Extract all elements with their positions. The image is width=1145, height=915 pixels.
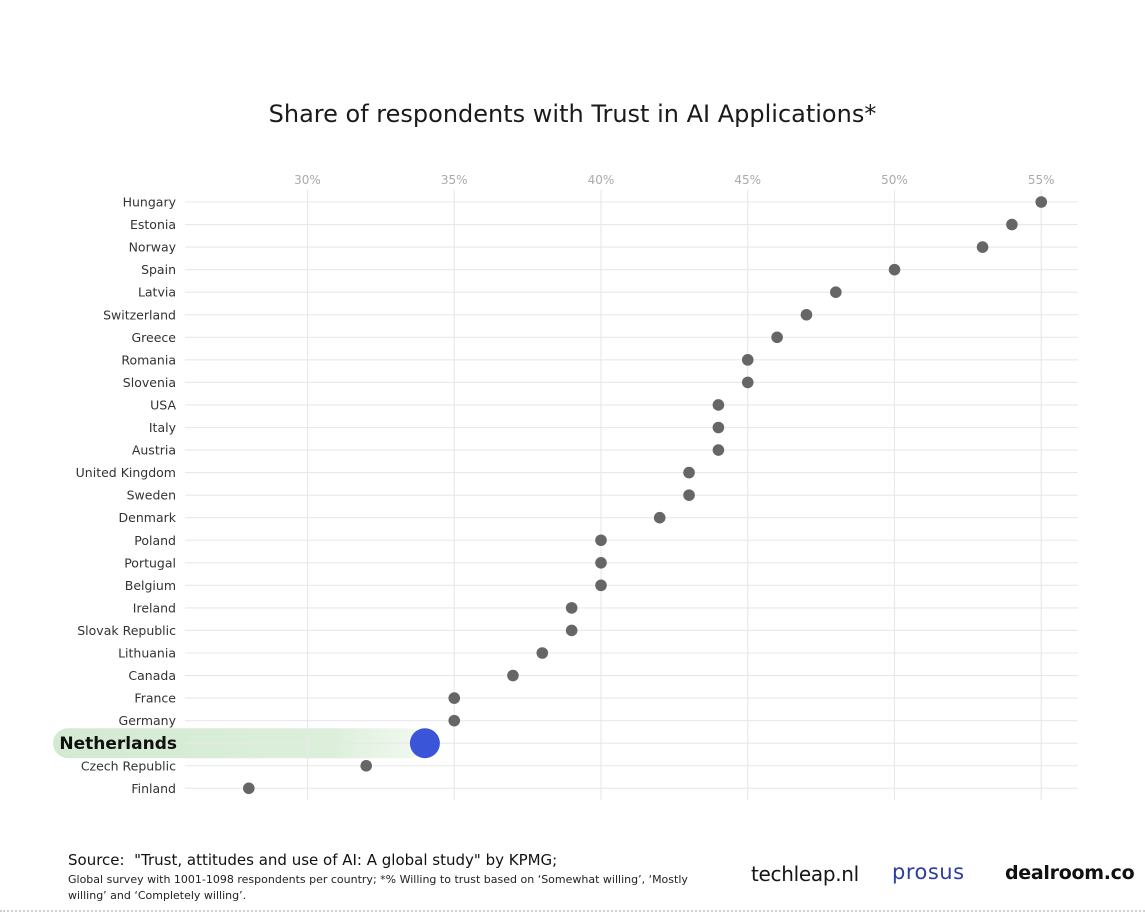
data-point xyxy=(712,421,725,434)
x-tick-label: 40% xyxy=(588,173,615,187)
data-point xyxy=(653,511,666,524)
y-category-label: Lithuania xyxy=(118,646,176,661)
data-point xyxy=(683,466,695,479)
prosus-logo: prosus xyxy=(892,860,965,884)
y-category-label: Ireland xyxy=(133,600,176,615)
data-point xyxy=(712,444,725,456)
data-point xyxy=(595,557,607,569)
chart-title: Share of respondents with Trust in AI Ap… xyxy=(268,100,877,128)
y-category-label: France xyxy=(134,691,176,706)
data-point xyxy=(888,263,901,276)
data-point xyxy=(1006,218,1018,231)
x-tick-label: 50% xyxy=(881,173,908,187)
bottom-border xyxy=(0,910,1145,912)
y-category-label: USA xyxy=(150,397,176,412)
data-point xyxy=(448,692,461,704)
techleap-logo: techleap.nl xyxy=(751,862,859,886)
data-point xyxy=(595,534,607,547)
y-category-label: Belgium xyxy=(125,578,176,593)
data-point xyxy=(830,286,842,299)
footer-note: Global survey with 1001-1098 respondents… xyxy=(68,873,688,902)
data-point xyxy=(595,579,607,592)
y-category-label: Czech Republic xyxy=(81,758,176,773)
y-category-label: Canada xyxy=(128,668,176,683)
y-category-label: Estonia xyxy=(130,217,176,232)
y-category-label: Austria xyxy=(132,443,176,458)
y-category-label: Hungary xyxy=(123,195,177,210)
y-category-label: Netherlands xyxy=(59,734,177,754)
y-category-label: Slovenia xyxy=(123,375,176,390)
y-category-label: Finland xyxy=(131,781,176,796)
y-category-label: Norway xyxy=(129,240,177,255)
data-point xyxy=(683,489,695,501)
y-category-label: United Kingdom xyxy=(76,465,176,480)
y-category-label: Slovak Republic xyxy=(77,623,176,638)
x-tick-label: 45% xyxy=(734,173,761,187)
y-category-label: Poland xyxy=(134,533,176,548)
data-point xyxy=(565,602,578,614)
y-category-label: Denmark xyxy=(119,510,177,525)
y-category-label: Spain xyxy=(141,262,176,277)
footer-source: Source: "Trust, attitudes and use of AI:… xyxy=(68,851,558,869)
data-point xyxy=(565,624,578,637)
data-point xyxy=(243,782,255,795)
y-category-label: Germany xyxy=(119,713,177,728)
y-category-label: Portugal xyxy=(124,555,176,570)
dealroom-logo: dealroom.co xyxy=(1005,862,1135,884)
data-point xyxy=(771,331,783,344)
y-category-label: Switzerland xyxy=(103,307,176,322)
y-category-label: Romania xyxy=(121,352,176,367)
data-point xyxy=(976,241,989,253)
x-tick-label: 35% xyxy=(441,173,468,187)
data-point xyxy=(712,399,725,411)
y-category-label: Italy xyxy=(149,420,177,435)
data-point xyxy=(507,669,519,682)
data-point xyxy=(536,647,549,659)
y-category-label: Sweden xyxy=(127,488,176,503)
data-point xyxy=(741,354,754,366)
data-point xyxy=(1035,196,1048,208)
y-category-label: Greece xyxy=(132,330,177,345)
dot-plot: 30% 35% 40% 45% 50% 55% Hungary Estonia Norway S… xyxy=(53,173,1078,800)
data-point-highlight xyxy=(409,728,440,759)
data-point xyxy=(448,714,461,727)
data-point xyxy=(741,376,754,389)
y-category-label: Latvia xyxy=(138,285,176,300)
data-point xyxy=(360,759,373,772)
data-point xyxy=(800,308,813,321)
x-tick-label: 55% xyxy=(1028,173,1055,187)
x-tick-label: 30% xyxy=(294,173,321,187)
